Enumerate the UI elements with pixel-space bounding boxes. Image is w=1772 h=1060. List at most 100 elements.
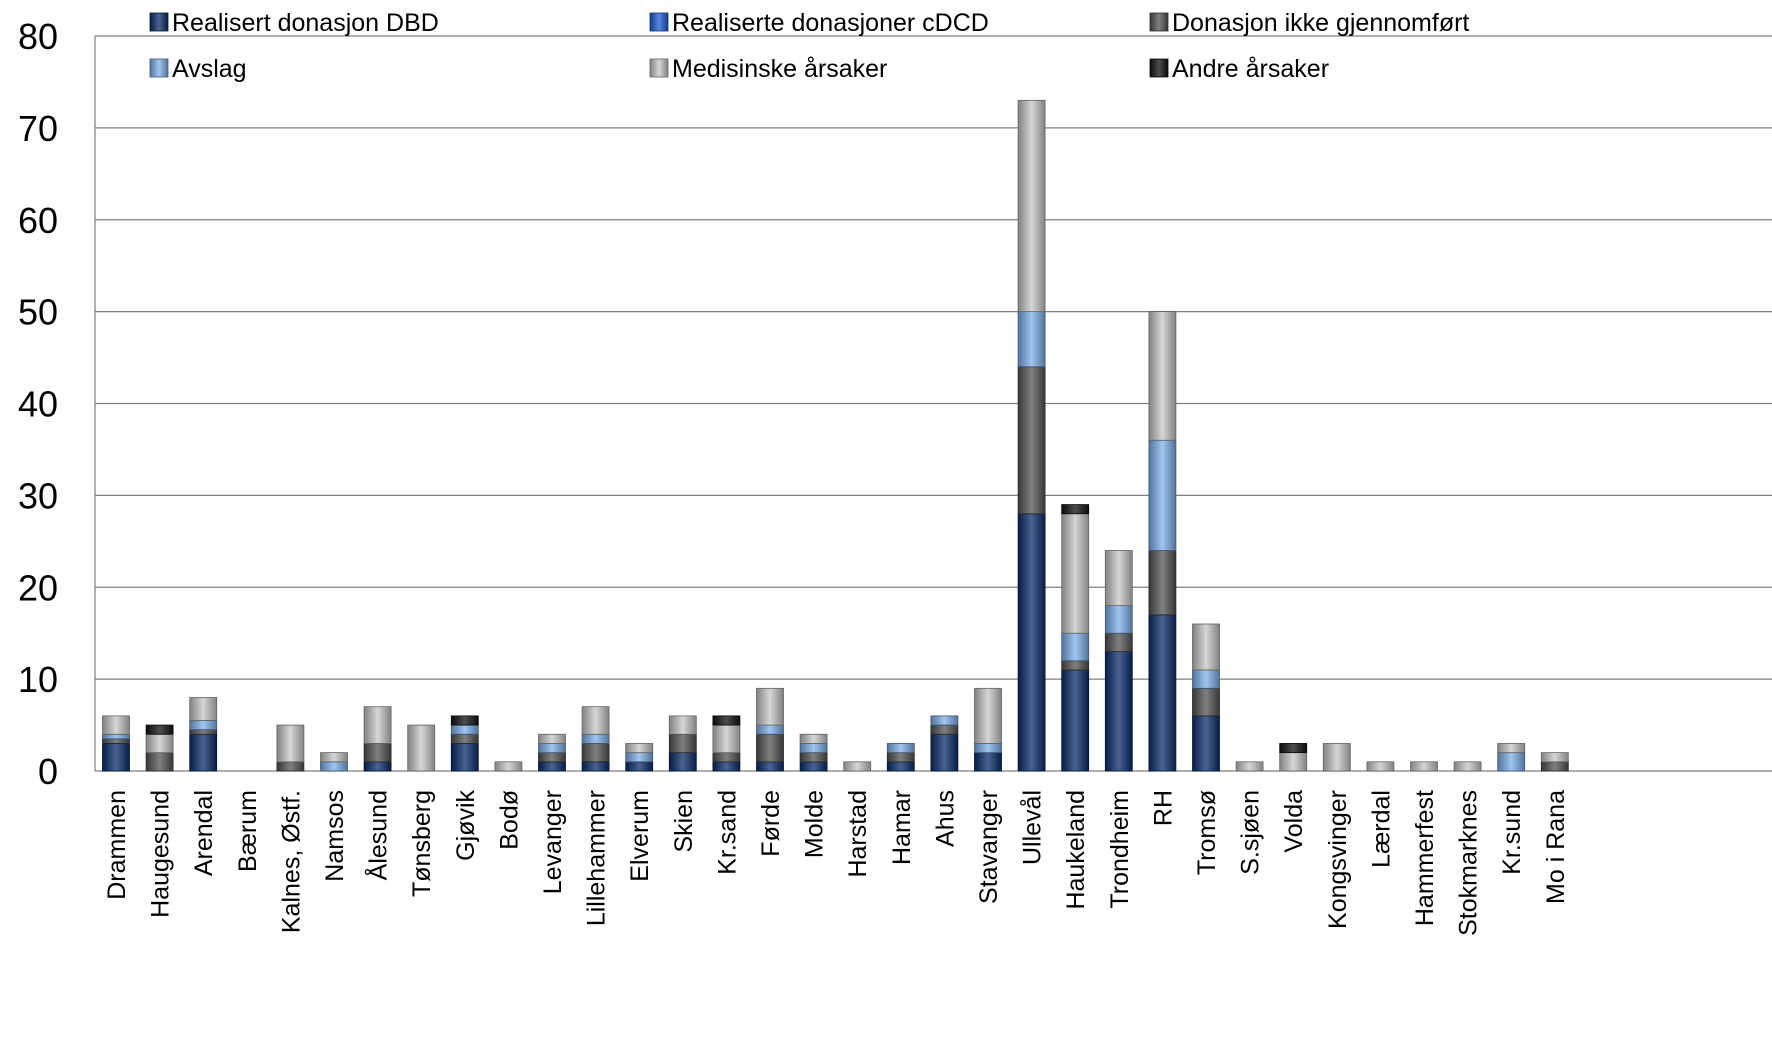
bar-segment [1148,614,1177,772]
bar-segment [625,761,654,772]
bar-segment [450,724,479,735]
x-tick-label: Volda [1280,790,1308,853]
bar-segment [1017,99,1046,313]
y-tick-label: 80 [18,16,58,57]
x-tick-label: S.sjøen [1237,790,1265,875]
bar-segment [102,743,130,772]
x-tick-label: Trondheim [1106,790,1134,909]
bar-segment [494,761,523,772]
legend-swatch [149,12,169,32]
legend-item: Medisinske årsaker [649,55,887,83]
gridlines [94,35,1772,772]
bar-segment [756,724,784,735]
bar-segment [1192,687,1220,717]
bar-segment [1453,761,1482,772]
bar-segment [1148,439,1177,551]
x-tick-label: Ålesund [363,790,393,880]
legend-item: Andre årsaker [1149,55,1329,83]
bar-segment [450,743,479,772]
x-tick-label: Elverum [626,790,654,882]
x-tick-label: Hamar [888,790,916,865]
x-tick-label: Stokmarknes [1455,790,1483,936]
legend-label: Realisert donasjon DBD [172,9,439,37]
bar-segment [363,706,392,744]
bar-segment [581,761,610,772]
bar-segment [538,733,566,744]
bar-segment [363,761,392,772]
bar-segment [1148,311,1177,441]
bar-segment [189,729,218,735]
legend-label: Avslag [172,55,247,83]
bar-segment [450,733,479,744]
bar-segment [1061,513,1090,634]
bar-segment [974,687,1002,744]
x-tick-label: Haugesund [147,790,175,918]
x-tick-label: Harstad [844,790,872,878]
bar-segment [974,743,1002,754]
y-tick-label: 10 [18,659,58,700]
legend-swatch [149,58,169,78]
x-tick-label: Kr.sund [1498,790,1526,875]
bar-segment [1104,550,1133,607]
legend-swatch [1149,12,1169,32]
y-tick-label: 60 [18,200,58,241]
x-tick-label: Arendal [190,790,218,876]
bar-segment [625,752,654,763]
bar-segment [756,687,784,726]
x-tick-label: Molde [801,790,829,858]
bar-segment [538,743,566,754]
bars [102,99,1569,772]
bar-segment [320,761,348,772]
x-tick-label: Bodø [495,790,523,850]
x-tick-label: Tønsberg [408,790,436,897]
bar-segment [363,743,392,763]
x-tick-label: Kr.sand [713,790,741,875]
bar-segment [1148,550,1177,616]
bar-segment [1410,761,1438,772]
bar-segment [1104,632,1133,652]
bar-segment [102,715,130,735]
bar-segment [1192,669,1220,689]
bar-segment [1061,660,1090,671]
x-tick-label: Lillehammer [583,790,611,926]
x-tick-label: Gjøvik [452,790,480,861]
x-tick-label: Førde [757,790,785,857]
bar-segment [886,752,915,763]
bar-segment [974,752,1002,772]
bar-segment [799,752,828,763]
bar-segment [712,715,741,726]
y-tick-label: 50 [18,292,58,333]
bar-segment [1322,743,1351,772]
bar-segment [581,733,610,744]
bar-segment [276,724,305,763]
y-tick-label: 30 [18,475,58,516]
x-axis-ticks: Drammen Haugesund Arendal Bærum Kalnes, Østf… [103,790,1570,936]
bar-segment [1235,761,1264,772]
bar-segment [799,743,828,754]
y-axis-ticks: 0 10 20 30 40 50 60 70 80 [18,16,58,792]
legend-swatch [649,58,669,78]
bar-segment [1017,513,1046,772]
bar-segment [1061,504,1090,515]
bar-segment [320,752,348,763]
bar-segment [581,706,610,735]
bar-segment [1061,669,1090,772]
x-tick-label: Lærdal [1367,790,1395,868]
bar-segment [1497,752,1526,772]
x-tick-label: Kongsvinger [1324,790,1352,929]
bar-segment [145,724,174,735]
x-tick-label: Ahus [931,790,959,847]
bar-segment [712,724,741,754]
bar-segment [1017,366,1046,515]
x-tick-label: Drammen [103,790,131,900]
bar-segment [1279,743,1308,754]
bar-segment [1540,761,1569,772]
legend-swatch [649,12,669,32]
bar-segment [1540,752,1569,763]
y-tick-label: 20 [18,567,58,608]
x-tick-label: Tromsø [1193,790,1221,875]
bar-segment [145,752,174,772]
bar-segment [450,715,479,726]
bar-segment [756,733,784,763]
